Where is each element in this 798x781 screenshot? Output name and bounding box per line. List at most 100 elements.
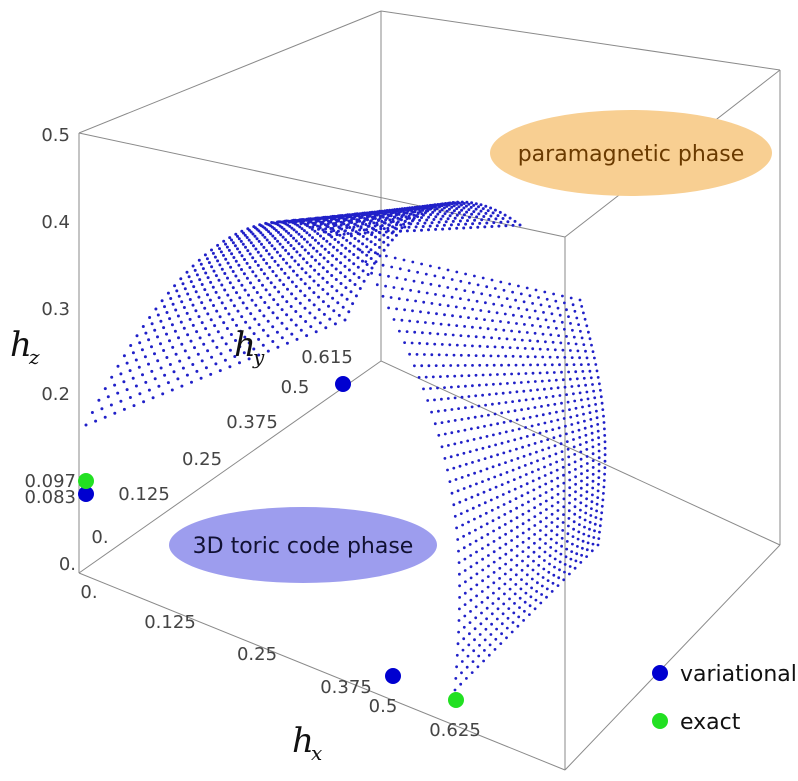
surface-dot — [373, 210, 377, 214]
surface-dot — [323, 247, 327, 251]
variational-marker-hz — [78, 486, 94, 502]
surface-dot — [418, 341, 421, 345]
surface-dot — [475, 572, 479, 576]
surface-dot — [334, 278, 338, 281]
surface-dot — [463, 557, 467, 561]
surface-dot — [473, 471, 476, 475]
surface-dot — [366, 230, 370, 234]
surface-dot — [303, 222, 307, 226]
surface-dot — [474, 202, 478, 206]
surface-dot — [349, 216, 353, 219]
surface-dot — [176, 377, 180, 381]
surface-dot — [442, 364, 445, 367]
surface-dot — [375, 223, 379, 227]
surface-dot — [246, 249, 250, 253]
surface-dot — [438, 210, 442, 214]
surface-dot — [515, 525, 519, 529]
surface-dot — [603, 466, 607, 469]
surface-dot — [487, 564, 490, 568]
surface-dot — [327, 304, 330, 308]
surface-dot — [413, 210, 417, 214]
surface-dot — [452, 209, 456, 213]
surface-dot — [257, 239, 261, 243]
surface-dot — [565, 363, 569, 367]
surface-dot — [579, 486, 583, 490]
surface-dot — [536, 572, 540, 576]
surface-dot — [122, 380, 126, 384]
surface-dot — [329, 227, 333, 230]
surface-dot — [241, 301, 245, 305]
surface-dot — [500, 441, 504, 445]
surface-dot — [473, 517, 476, 521]
surface-dot — [295, 273, 299, 277]
surface-dot — [390, 238, 394, 242]
surface-dot — [308, 311, 312, 315]
surface-dot — [543, 290, 547, 294]
surface-dot — [273, 247, 277, 251]
surface-dot — [447, 323, 451, 327]
surface-dot — [191, 264, 195, 268]
surface-dot — [264, 288, 268, 292]
surface-dot — [556, 517, 560, 520]
surface-dot — [156, 359, 160, 363]
surface-dot — [490, 612, 494, 616]
surface-dot — [174, 352, 178, 356]
surface-dot — [493, 648, 497, 651]
surface-dot — [286, 241, 290, 244]
surface-dot — [480, 536, 484, 540]
surface-dot — [474, 373, 478, 377]
surface-dot — [403, 220, 407, 223]
surface-dot — [122, 407, 126, 411]
surface-dot — [381, 215, 385, 219]
surface-dot — [350, 213, 354, 217]
surface-dot — [467, 395, 471, 398]
surface-dot — [571, 430, 575, 434]
surface-dot — [458, 219, 462, 223]
surface-dot — [575, 377, 579, 381]
surface-dot — [261, 283, 264, 287]
surface-dot — [464, 222, 468, 226]
surface-dot — [412, 279, 416, 283]
surface-dot — [344, 246, 348, 250]
surface-dot — [247, 238, 251, 242]
surface-dot — [502, 328, 506, 332]
surface-dot — [337, 313, 341, 317]
surface-dot — [378, 231, 382, 235]
surface-dot — [285, 300, 289, 304]
surface-dot — [467, 208, 471, 212]
surface-dot — [294, 297, 298, 301]
surface-dot — [532, 497, 536, 501]
surface-dot — [336, 301, 340, 305]
surface-dot — [485, 363, 489, 367]
surface-dot — [332, 229, 336, 233]
surface-dot — [382, 240, 386, 244]
surface-dot — [356, 224, 360, 228]
paramagnetic-phase-text: paramagnetic phase — [518, 142, 745, 167]
surface-dot — [174, 308, 178, 312]
surface-dot — [265, 238, 269, 242]
surface-dot — [453, 374, 457, 378]
surface-dot — [456, 538, 460, 541]
surface-dot — [259, 231, 263, 235]
surface-dot — [551, 340, 555, 344]
surface-dot — [229, 298, 233, 302]
surface-dot — [585, 356, 589, 360]
z-tick-label: 0.4 — [41, 212, 70, 233]
surface-dot — [399, 209, 403, 213]
surface-dot — [555, 468, 559, 472]
surface-dot — [326, 222, 330, 226]
surface-dot — [543, 559, 546, 562]
surface-dot — [599, 395, 603, 399]
surface-dot — [250, 298, 254, 302]
surface-dot — [565, 335, 568, 338]
surface-dot — [492, 529, 495, 533]
surface-dot — [266, 276, 270, 280]
surface-dot — [420, 216, 423, 220]
surface-dot — [376, 252, 379, 256]
surface-dot — [235, 291, 238, 295]
surface-dot — [445, 209, 449, 213]
surface-dot — [586, 541, 590, 545]
surface-dot — [552, 573, 556, 577]
surface-dot — [540, 593, 543, 596]
surface-dot — [375, 210, 379, 214]
